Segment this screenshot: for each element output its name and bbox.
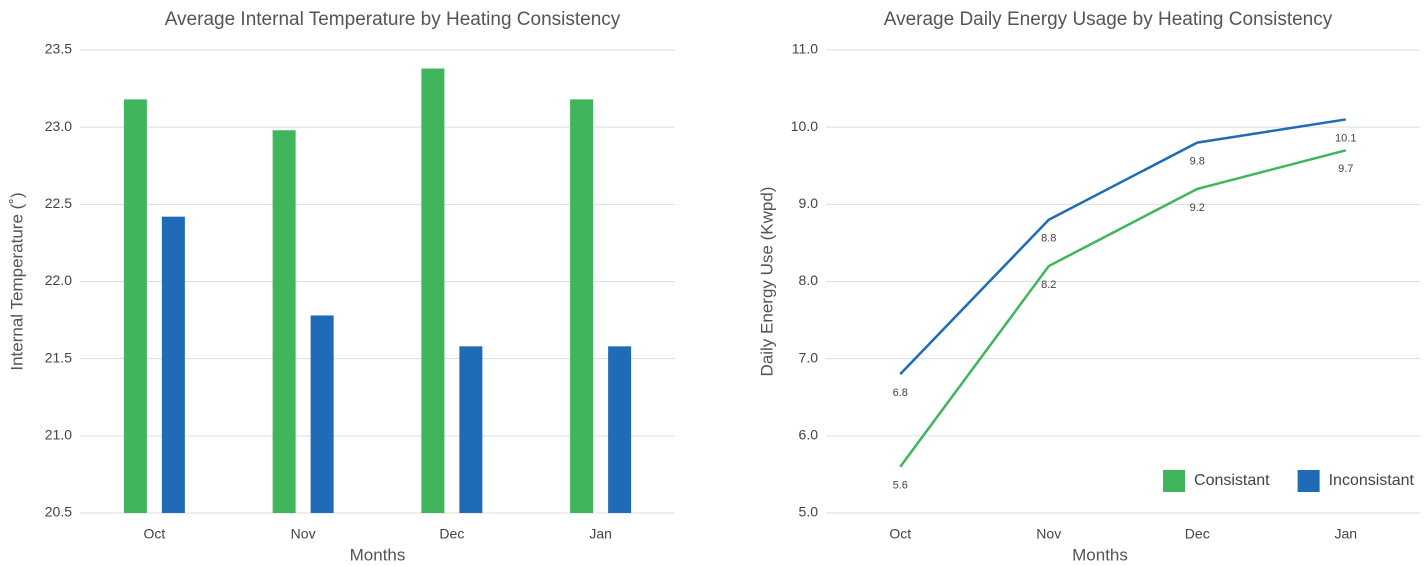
- x-axis-title: Months: [350, 545, 406, 564]
- line: [899, 118, 1346, 375]
- y-tick-label: 5.0: [799, 504, 819, 520]
- y-tick-label: 22.0: [45, 272, 72, 288]
- bar: [421, 68, 445, 514]
- y-tick-label: 23.5: [45, 41, 72, 57]
- y-tick-label: 22.5: [45, 195, 72, 211]
- x-tick-label: Dec: [1185, 526, 1210, 542]
- x-tick-label: Oct: [143, 526, 165, 542]
- y-tick-label: 23.0: [45, 118, 72, 134]
- x-tick-label: Nov: [1036, 526, 1061, 542]
- data-label: 9.8: [1190, 156, 1205, 168]
- legend-label: Consistant: [1194, 472, 1270, 489]
- x-tick-label: Dec: [439, 526, 464, 542]
- chart-title: Average Internal Temperature by Heating …: [165, 9, 621, 30]
- data-label: 5.6: [893, 480, 908, 492]
- y-tick-label: 20.5: [45, 504, 72, 520]
- data-label: 8.2: [1041, 279, 1056, 291]
- line: [899, 149, 1347, 468]
- x-tick-label: Jan: [589, 526, 612, 542]
- bar: [161, 216, 185, 513]
- data-label: 9.7: [1338, 163, 1353, 175]
- y-tick-label: 8.0: [799, 272, 819, 288]
- y-tick-label: 21.5: [45, 349, 72, 365]
- legend-label: Inconsistant: [1329, 472, 1415, 489]
- chart-title: Average Daily Energy Usage by Heating Co…: [884, 9, 1333, 30]
- x-tick-label: Oct: [889, 526, 911, 542]
- data-label: 10.1: [1335, 132, 1356, 144]
- bar: [123, 99, 147, 514]
- y-axis-title: Internal Temperature (˚): [7, 192, 26, 370]
- y-tick-label: 7.0: [799, 349, 819, 365]
- bar: [608, 346, 632, 513]
- bar: [310, 315, 334, 513]
- data-label: 9.2: [1190, 202, 1205, 214]
- y-axis-title: Daily Energy Use (Kwpd): [757, 187, 776, 377]
- x-axis-title: Months: [1072, 545, 1128, 564]
- y-tick-label: 9.0: [799, 195, 819, 211]
- y-tick-label: 6.0: [799, 427, 819, 443]
- y-tick-label: 21.0: [45, 427, 72, 443]
- bar: [272, 130, 296, 513]
- y-tick-label: 10.0: [791, 118, 818, 134]
- data-label: 8.8: [1041, 233, 1056, 245]
- x-tick-label: Jan: [1334, 526, 1357, 542]
- legend-swatch: [1163, 470, 1186, 492]
- bar: [570, 99, 594, 514]
- x-tick-label: Nov: [291, 526, 316, 542]
- y-tick-label: 11.0: [792, 41, 818, 57]
- data-label: 6.8: [893, 387, 908, 399]
- legend-swatch: [1297, 470, 1320, 492]
- bar: [459, 346, 483, 513]
